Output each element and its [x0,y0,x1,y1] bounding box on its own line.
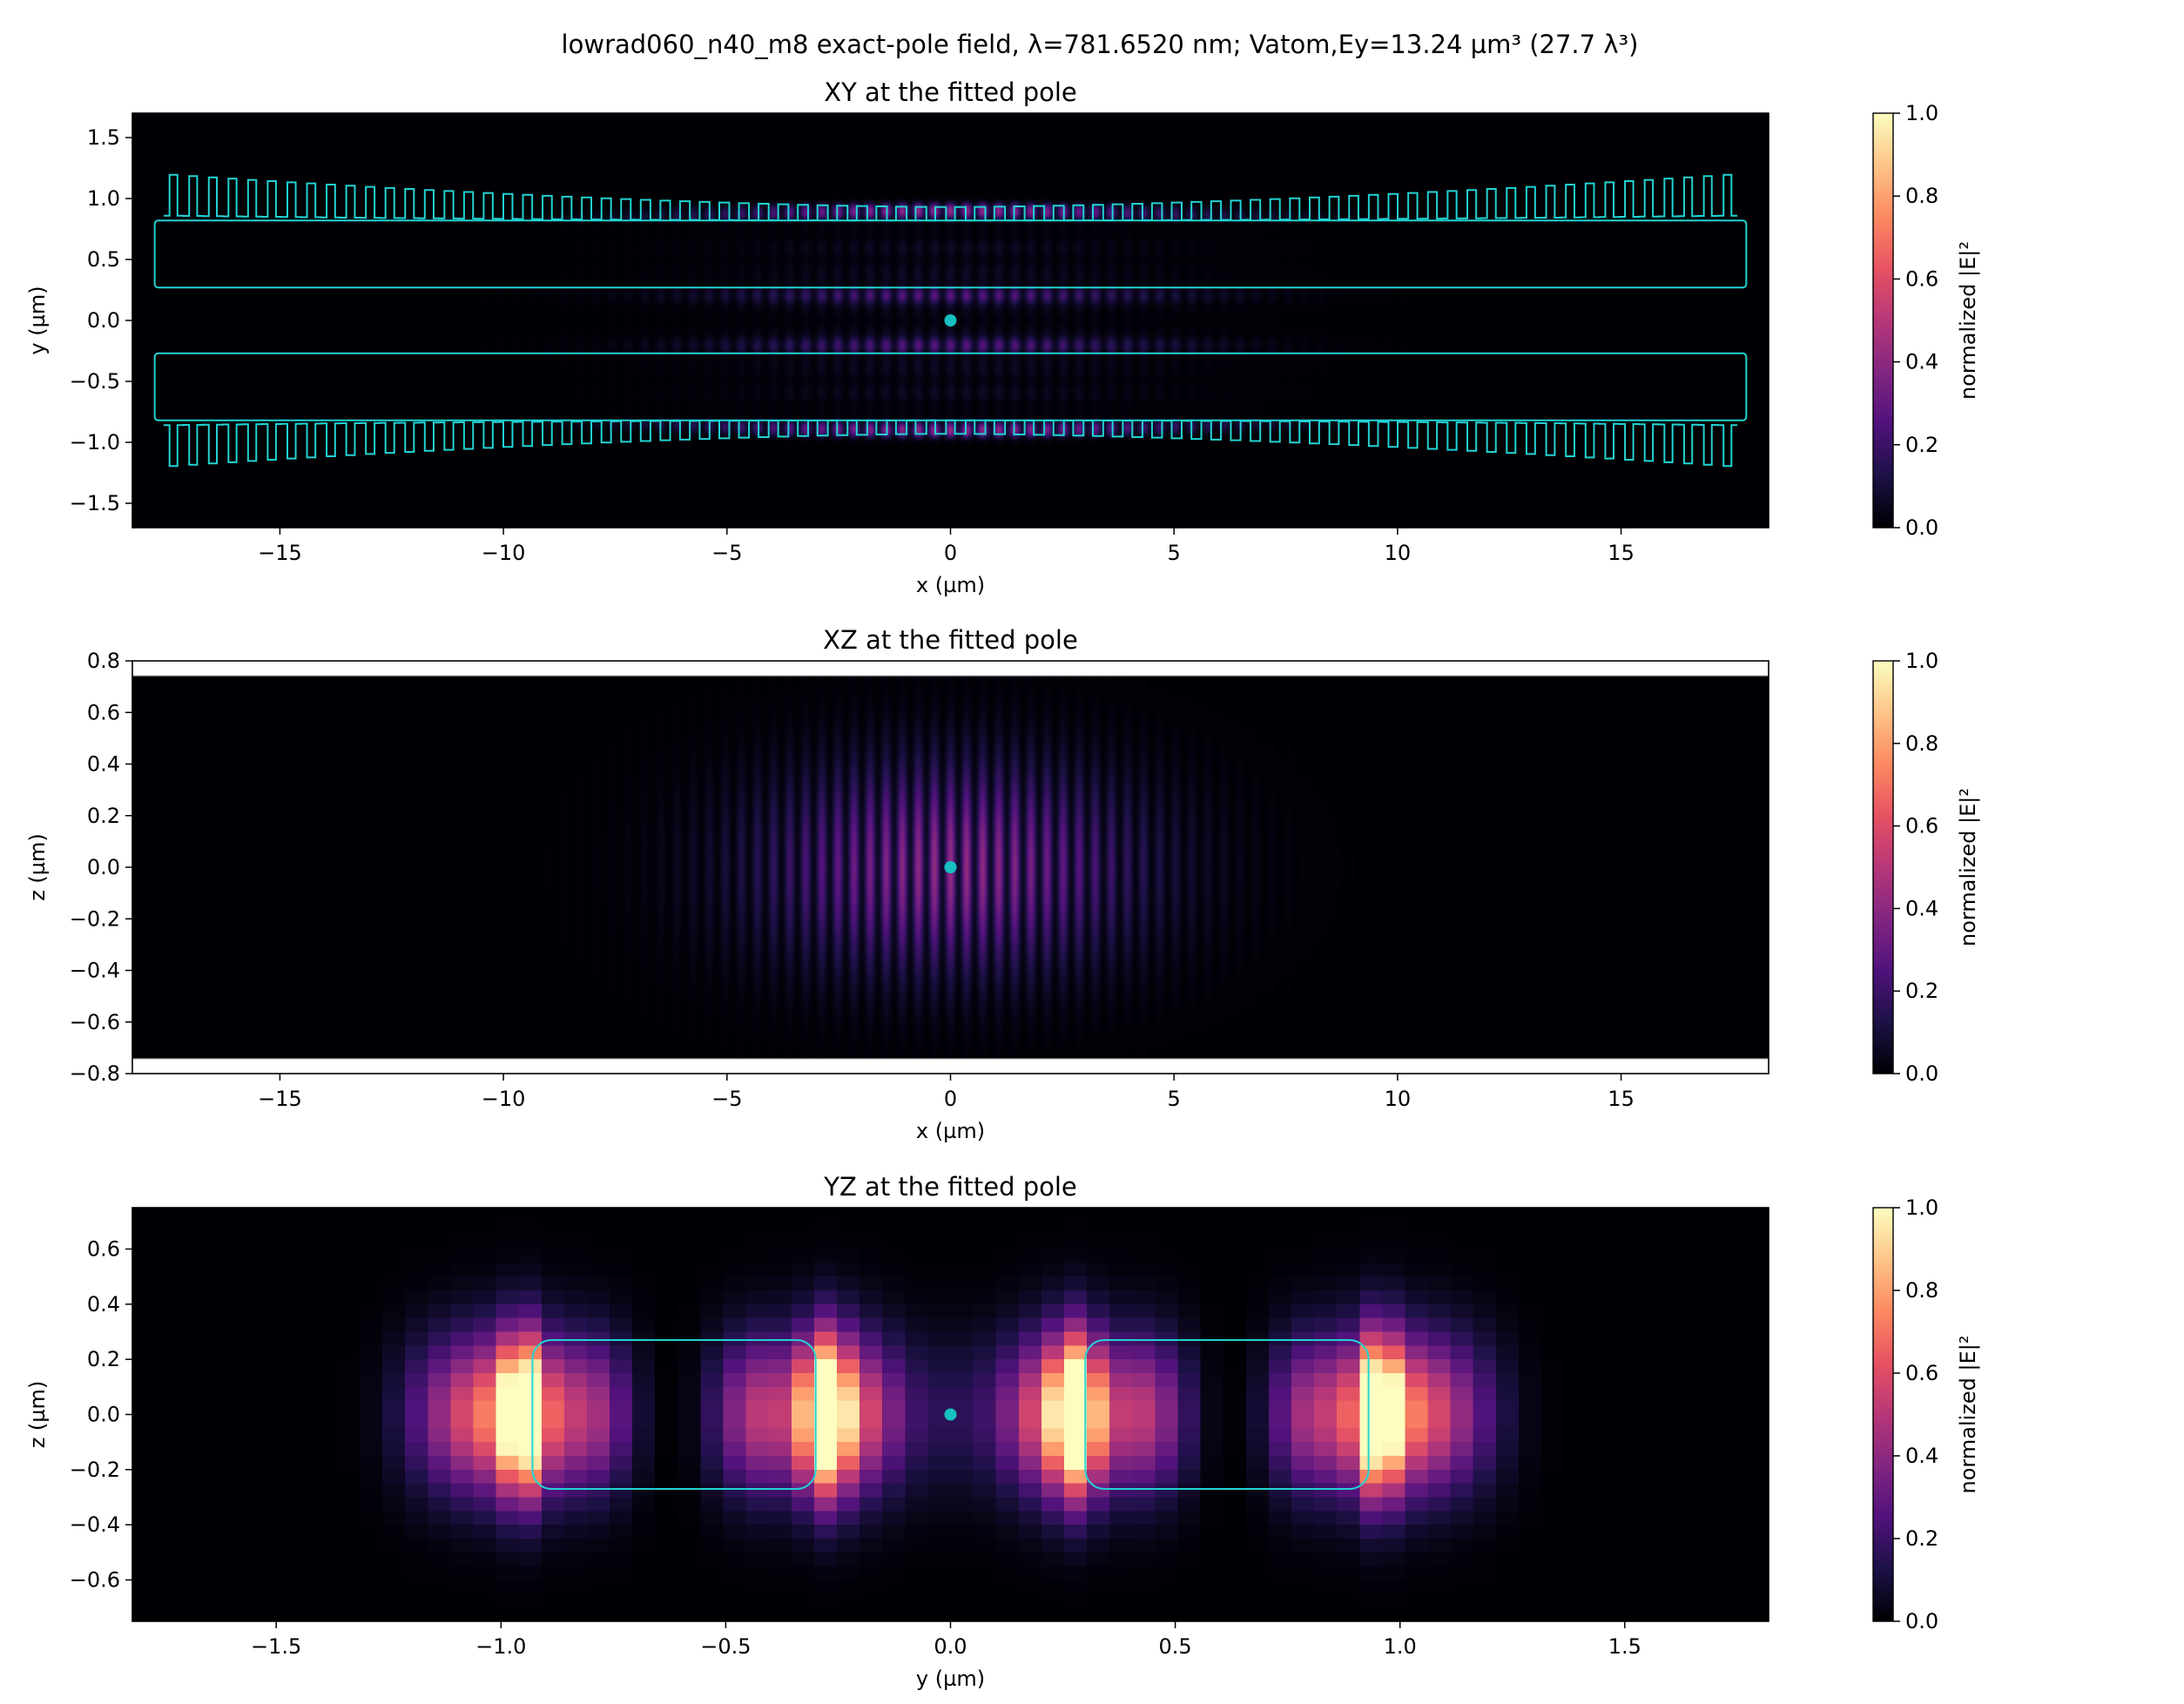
y-tick-label: 0.6 [87,1237,120,1262]
x-tick-label: −10 [482,541,526,565]
colorbar-tick-label: 0.4 [1905,350,1938,374]
colorbar: 0.0 0.2 0.4 0.6 0.8 1.0 normalized |E|² [1872,101,1980,540]
waveguide-outline [531,1339,817,1490]
y-tick-label: 0.0 [87,855,120,879]
x-tick-label: −1.0 [475,1634,526,1659]
x-axis-label: x (µm) [916,1119,985,1143]
x-tick-label: 10 [1385,541,1412,565]
y-tick-label: 0.0 [87,308,120,333]
bottom-grating-outline [163,419,1738,468]
y-tick-label: −0.2 [70,1458,120,1482]
colorbar-label: normalized |E|² [1956,1336,1980,1494]
pole-marker [944,1408,957,1421]
y-tick-label: −0.2 [70,906,120,931]
colorbar-tick-label: 1.0 [1905,1195,1938,1220]
colorbar-tick-label: 0.8 [1905,1278,1938,1303]
colorbar-tick-label: 0.2 [1905,433,1938,457]
y-tick-label: −0.4 [70,1512,120,1537]
x-tick-label: 10 [1385,1087,1412,1111]
x-tick-label: 1.5 [1608,1634,1641,1659]
colorbar-tick-label: 0.6 [1905,266,1938,291]
panel-title: YZ at the fitted pole [823,1172,1077,1202]
y-tick-label: 0.8 [87,649,120,673]
colorbar: 0.0 0.2 0.4 0.6 0.8 1.0 normalized |E|² [1872,1195,1980,1633]
y-axis-label: z (µm) [25,833,50,901]
x-tick-label: −5 [711,1087,742,1111]
x-tick-label: 0.0 [934,1634,967,1659]
x-tick-label: −5 [711,541,742,565]
x-tick-label: 0.5 [1159,1634,1192,1659]
y-tick-label: −0.5 [70,369,120,394]
y-axis-label: z (µm) [25,1381,50,1449]
x-tick-label: 5 [1168,541,1181,565]
colorbar-frame [1872,112,1894,529]
x-tick-label: 0 [944,1087,957,1111]
x-tick-label: 0 [944,541,957,565]
x-axis-label: x (µm) [916,573,985,597]
x-tick-label: 1.0 [1384,1634,1417,1659]
colorbar: 0.0 0.2 0.4 0.6 0.8 1.0 normalized |E|² [1872,649,1980,1086]
x-axis-label: y (µm) [916,1667,985,1691]
waveguide-outline [1084,1339,1370,1490]
y-tick-label: 0.4 [87,752,120,777]
pole-marker [944,314,957,327]
x-tick-label: −15 [258,1087,302,1111]
colorbar-gradient [1873,661,1893,1074]
colorbar-tick-label: 1.0 [1905,101,1938,125]
colorbar-tick-label: 0.0 [1905,515,1938,540]
y-tick-label: 0.5 [87,247,120,272]
x-tick-label: 15 [1608,541,1635,565]
x-tick-label: 15 [1608,1087,1635,1111]
panel-xy: −15 −10 −5 0 5 10 15 −1.5 −1.0 −0.5 0.0 0.5 1.0 1.5 XY… [25,77,1980,597]
y-tick-label: 0.6 [87,700,120,724]
colorbar-label: normalized |E|² [1956,788,1980,946]
colorbar-label: normalized |E|² [1956,241,1980,400]
top-grating-outline [163,173,1738,222]
y-tick-label: 0.4 [87,1292,120,1317]
x-tick-label: −0.5 [700,1634,751,1659]
panel-xz: −15 −10 −5 0 5 10 15−0.8−0.6−0.4−0.20.00.20.40… [25,625,1980,1143]
x-tick-label: 5 [1168,1087,1181,1111]
y-tick-label: 0.2 [87,804,120,828]
y-tick-label: −0.6 [70,1568,120,1593]
panel-title: XY at the fitted pole [824,77,1077,107]
colorbar-frame [1872,660,1894,1074]
colorbar-tick-label: 0.8 [1905,731,1938,756]
x-tick-label: −10 [482,1087,526,1111]
panels: −15 −10 −5 0 5 10 15 −1.5 −1.0 −0.5 0.0 0.5 1.0 1.5 XY… [25,77,1980,1691]
y-tick-label: −0.6 [70,1010,120,1034]
colorbar-tick-label: 0.2 [1905,1526,1938,1551]
y-tick-label: −0.8 [70,1061,120,1086]
y-tick-label: −1.0 [70,430,120,455]
y-tick-label: −0.4 [70,959,120,983]
y-tick-label: 1.0 [87,186,120,211]
colorbar-gradient [1873,1208,1893,1621]
y-tick-label: 1.5 [87,125,120,150]
colorbar-tick-label: 0.8 [1905,184,1938,208]
panel-yz: −1.5 −1.0 −0.5 0.0 0.5 1.0 1.5−0.6−0.4−0.20.00… [25,1172,1980,1691]
y-tick-label: 0.0 [87,1403,120,1427]
colorbar-tick-label: 0.4 [1905,896,1938,920]
colorbar-frame [1872,1207,1894,1622]
colorbar-tick-label: 0.4 [1905,1444,1938,1468]
colorbar-tick-label: 0.0 [1905,1061,1938,1086]
colorbar-tick-label: 0.0 [1905,1609,1938,1633]
colorbar-tick-label: 0.2 [1905,979,1938,1003]
colorbar-tick-label: 1.0 [1905,649,1938,673]
x-tick-label: −15 [258,541,302,565]
colorbar-gradient [1873,113,1893,528]
colorbar-tick-label: 0.6 [1905,814,1938,839]
y-tick-label: −1.5 [70,491,120,515]
y-axis-label: y (µm) [25,286,50,354]
x-tick-label: −1.5 [251,1634,301,1659]
pole-marker [944,861,957,873]
figure-title: lowrad060_n40_m8 exact-pole field, λ=781… [562,30,1639,59]
y-tick-label: 0.2 [87,1347,120,1371]
panel-title: XZ at the fitted pole [823,625,1078,655]
colorbar-tick-label: 0.6 [1905,1361,1938,1385]
